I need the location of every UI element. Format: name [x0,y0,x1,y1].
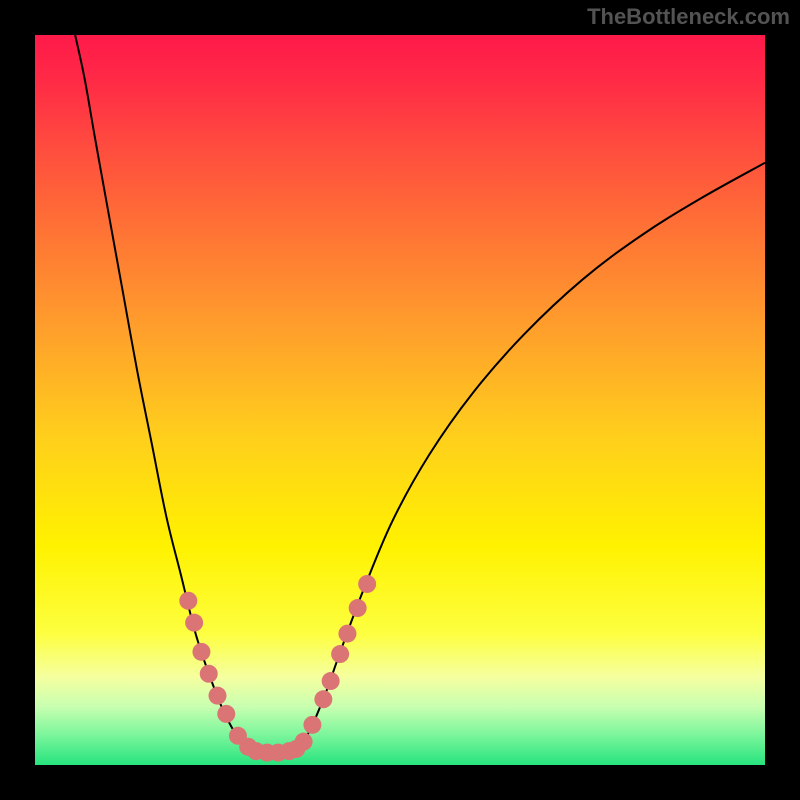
data-marker [338,625,356,643]
data-marker [185,614,203,632]
data-marker [358,575,376,593]
data-marker [192,643,210,661]
data-marker [200,665,218,683]
data-marker [331,645,349,663]
data-marker [295,733,313,751]
data-marker [314,690,332,708]
data-marker [303,716,321,734]
data-marker [179,592,197,610]
chart-container: TheBottleneck.com [0,0,800,800]
data-marker [217,705,235,723]
bottleneck-chart-svg [35,35,765,765]
watermark-text: TheBottleneck.com [587,4,790,30]
data-marker [322,672,340,690]
plot-area [35,35,765,765]
data-marker [209,687,227,705]
gradient-background [35,35,765,765]
data-marker [349,599,367,617]
